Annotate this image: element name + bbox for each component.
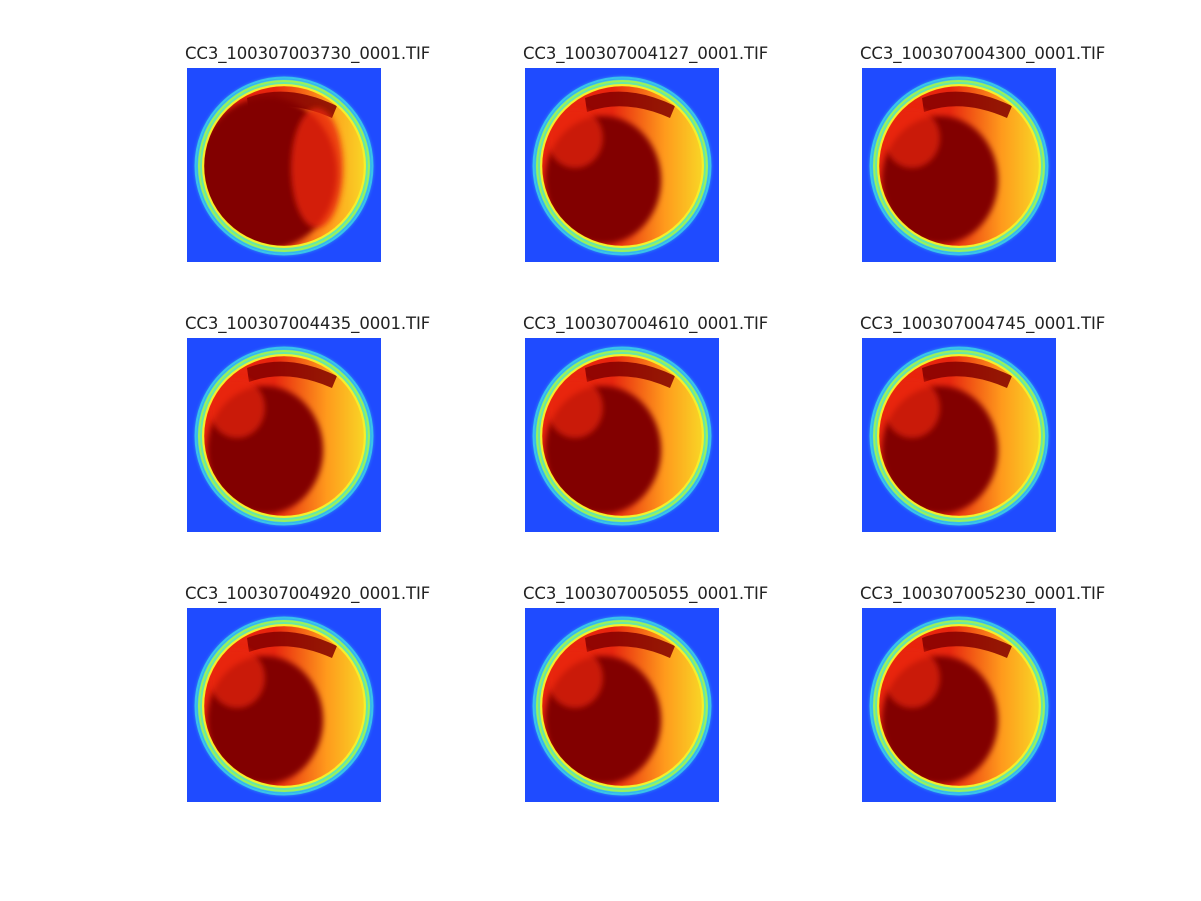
panel-title: CC3_100307004300_0001.TIF: [860, 44, 1106, 63]
image-panel-8: CC3_100307005055_0001.TIF: [523, 584, 783, 824]
heatmap-image: [187, 338, 381, 532]
image-panel-3: CC3_100307004300_0001.TIF: [860, 44, 1120, 284]
panel-title: CC3_100307005230_0001.TIF: [860, 584, 1106, 603]
heatmap-image: [862, 68, 1056, 262]
image-panel-4: CC3_100307004435_0001.TIF: [185, 314, 445, 554]
heatmap-image: [525, 338, 719, 532]
panel-title: CC3_100307004610_0001.TIF: [523, 314, 769, 333]
panel-title: CC3_100307004435_0001.TIF: [185, 314, 431, 333]
panel-title: CC3_100307004127_0001.TIF: [523, 44, 769, 63]
image-panel-9: CC3_100307005230_0001.TIF: [860, 584, 1120, 824]
heatmap-image: [862, 338, 1056, 532]
image-panel-6: CC3_100307004745_0001.TIF: [860, 314, 1120, 554]
panel-title: CC3_100307004745_0001.TIF: [860, 314, 1106, 333]
image-panel-1: CC3_100307003730_0001.TIF: [185, 44, 445, 284]
heatmap-image: [525, 68, 719, 262]
image-panel-7: CC3_100307004920_0001.TIF: [185, 584, 445, 824]
panel-title: CC3_100307004920_0001.TIF: [185, 584, 431, 603]
heatmap-image: [862, 608, 1056, 802]
panel-title: CC3_100307003730_0001.TIF: [185, 44, 431, 63]
panel-title: CC3_100307005055_0001.TIF: [523, 584, 769, 603]
heatmap-image: [187, 68, 381, 262]
heatmap-image: [525, 608, 719, 802]
image-panel-2: CC3_100307004127_0001.TIF: [523, 44, 783, 284]
image-panel-5: CC3_100307004610_0001.TIF: [523, 314, 783, 554]
heatmap-image: [187, 608, 381, 802]
